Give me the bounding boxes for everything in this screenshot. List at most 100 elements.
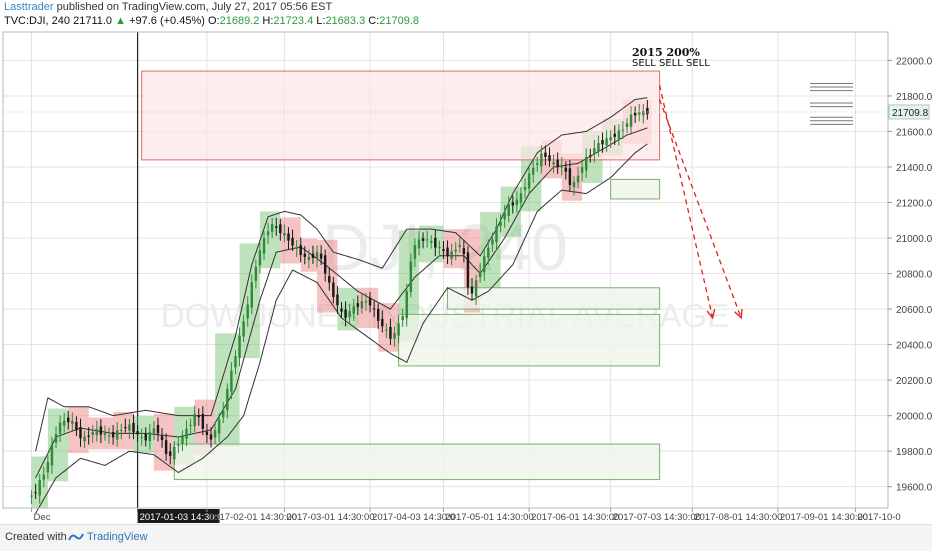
candle-body bbox=[560, 165, 563, 168]
tradingview-link[interactable]: TradingView bbox=[87, 531, 148, 543]
price-zones bbox=[141, 70, 661, 481]
arrow-line bbox=[659, 99, 742, 319]
candle-body bbox=[99, 426, 103, 435]
candle-body bbox=[466, 252, 470, 288]
candle-body bbox=[230, 370, 233, 392]
candle-body bbox=[483, 256, 486, 273]
candle-body bbox=[417, 239, 421, 249]
y-tick-label: 20800.0 bbox=[896, 270, 932, 281]
candle-body bbox=[250, 282, 254, 308]
candle-body bbox=[295, 246, 298, 249]
candle-body bbox=[62, 420, 66, 426]
candle-body bbox=[621, 129, 625, 131]
publication-line: Lasttrader published on TradingView.com,… bbox=[4, 1, 332, 13]
sell-projection-arrows bbox=[658, 85, 743, 320]
candle-body bbox=[287, 233, 290, 241]
candle-body bbox=[160, 435, 164, 441]
candle-body bbox=[67, 417, 70, 423]
candle-body bbox=[226, 388, 229, 411]
highlight-up bbox=[500, 186, 521, 237]
watermark-symbol: DJI, 240 bbox=[322, 210, 568, 284]
candle-body bbox=[540, 153, 543, 167]
candle-body bbox=[319, 253, 323, 259]
candle-body bbox=[430, 240, 433, 243]
highlight-down bbox=[317, 239, 338, 313]
candle-body bbox=[120, 429, 123, 431]
close-label: C: bbox=[368, 15, 380, 27]
candle-body bbox=[156, 425, 160, 434]
candle-body bbox=[152, 428, 156, 434]
tradingview-logo-icon[interactable] bbox=[68, 531, 84, 543]
candle-body bbox=[222, 410, 225, 418]
candle-body bbox=[548, 155, 551, 161]
y-tick-label: 21800.0 bbox=[896, 92, 932, 103]
quote-line: TVC:DJI, 240 21711.0 ▲ +97.6 (+0.45%) O:… bbox=[4, 15, 419, 27]
price-change: +97.6 (+0.45%) bbox=[129, 15, 205, 27]
x-tick-label: 2017-08-01 14:30:00 bbox=[694, 512, 782, 523]
support-zone bbox=[447, 287, 661, 310]
candles bbox=[30, 99, 649, 505]
candle-body bbox=[487, 247, 490, 258]
candle-body bbox=[401, 316, 404, 321]
candle-body bbox=[242, 321, 245, 337]
high-value: 21723.4 bbox=[273, 15, 314, 27]
candle-body bbox=[470, 286, 474, 294]
candle-body bbox=[213, 430, 217, 438]
candle-body bbox=[381, 318, 384, 327]
candle-body bbox=[181, 435, 184, 444]
y-tick-label: 21000.0 bbox=[896, 234, 932, 245]
candle-body bbox=[511, 202, 515, 206]
candle-body bbox=[111, 432, 115, 438]
candle-body bbox=[311, 253, 315, 259]
candle-body bbox=[368, 298, 372, 306]
candle-body bbox=[519, 193, 523, 203]
support-zone bbox=[398, 313, 661, 367]
candle-body bbox=[536, 163, 539, 165]
candle-body bbox=[360, 301, 364, 309]
candle-body bbox=[30, 495, 33, 497]
y-tick-label: 20000.0 bbox=[896, 412, 932, 423]
candle-body bbox=[136, 431, 139, 435]
price-axis[interactable]: 19600.0 19800.0 20000.0 20200.0 20400.0 20600… bbox=[888, 56, 932, 494]
candle-body bbox=[405, 291, 408, 319]
candle-body bbox=[499, 221, 502, 227]
candle-body bbox=[315, 251, 319, 259]
candle-body bbox=[87, 435, 90, 437]
symbol-label: TVC:DJI, 240 bbox=[4, 15, 71, 27]
candle-body bbox=[254, 266, 258, 281]
candle-body bbox=[523, 186, 527, 190]
candle-body bbox=[625, 123, 629, 127]
candle-body bbox=[279, 224, 282, 234]
y-tick-label: 20200.0 bbox=[896, 376, 932, 387]
close-value: 21709.8 bbox=[379, 15, 420, 27]
candle-body bbox=[34, 492, 37, 494]
annotation-title: 2015 200% bbox=[632, 46, 700, 59]
candle-body bbox=[425, 239, 429, 241]
y-tick-label: 21600.0 bbox=[896, 127, 932, 138]
support-zone bbox=[610, 178, 661, 200]
published-text: published on TradingView.com, July 27, 2… bbox=[56, 1, 333, 13]
support-zone bbox=[173, 443, 661, 481]
y-tick-label: 21400.0 bbox=[896, 163, 932, 174]
arrow-head bbox=[734, 308, 743, 320]
open-label: O: bbox=[207, 15, 220, 27]
candle-body bbox=[572, 181, 576, 188]
candle-body bbox=[442, 249, 445, 251]
candle-body bbox=[144, 434, 147, 441]
candle-body bbox=[580, 167, 584, 173]
candle-body bbox=[642, 111, 645, 116]
candle-body bbox=[115, 430, 119, 440]
y-tick-label: 20400.0 bbox=[896, 341, 932, 352]
candle-body bbox=[262, 238, 266, 254]
candle-body bbox=[393, 333, 396, 339]
candle-body bbox=[217, 419, 221, 434]
annotation-text: SELL SELL SELL bbox=[632, 58, 710, 69]
highlight-up bbox=[337, 287, 358, 331]
author-link[interactable]: Lasttrader bbox=[4, 1, 54, 13]
candle-body bbox=[507, 204, 510, 216]
candle-body bbox=[46, 462, 50, 473]
candle-body bbox=[552, 162, 555, 165]
x-tick-label: 2017-04-03 14:30:0 bbox=[372, 512, 455, 523]
